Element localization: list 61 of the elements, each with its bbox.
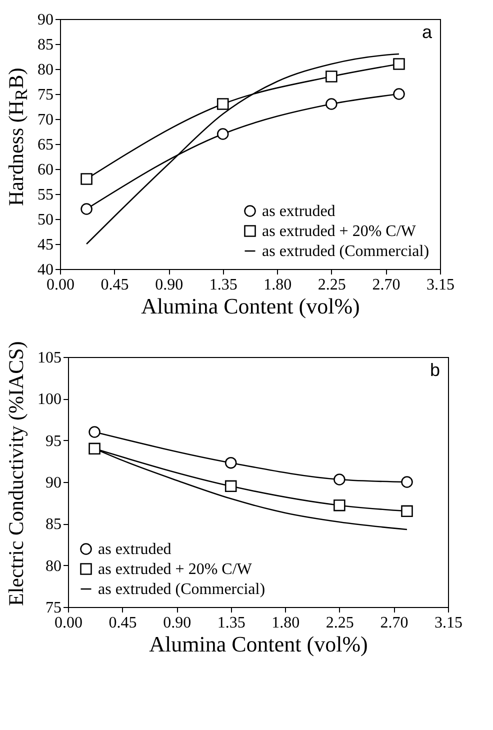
- y-tick-label: 80: [46, 558, 62, 575]
- point: [216, 128, 229, 140]
- y-tick-label: 60: [38, 162, 54, 178]
- y-tick-label: 50: [38, 212, 54, 228]
- y-tick-label: 75: [38, 86, 54, 104]
- point: [334, 499, 346, 512]
- x-tick-label: 2.25: [326, 614, 354, 632]
- x-axis-title: Alumina Content (vol%): [149, 632, 368, 656]
- y-axis-title: Electric Conductivity (%IACS): [4, 341, 29, 606]
- x-tick-label: 0.45: [100, 276, 129, 294]
- y-tick-label: 45: [38, 236, 54, 254]
- x-tick-label: 1.35: [217, 614, 246, 632]
- y-tick-label: 95: [46, 432, 62, 450]
- x-tick-label: 2.25: [318, 276, 346, 294]
- x-tick-label: 1.80: [264, 276, 292, 294]
- point: [80, 203, 92, 215]
- y-tick-label: 85: [38, 36, 54, 54]
- point: [224, 480, 237, 492]
- point: [326, 98, 338, 110]
- y-tick-label: 90: [38, 12, 54, 28]
- y-tick-label: 40: [38, 262, 54, 278]
- y-tick-label: 100: [38, 391, 62, 408]
- legend-label: as extruded: [262, 203, 336, 220]
- x-tick-label: 0.00: [46, 276, 74, 294]
- annotation: b: [430, 360, 440, 380]
- point: [401, 476, 413, 488]
- x-tick-label: 0.90: [155, 276, 184, 294]
- point: [224, 456, 237, 469]
- y-tick-label: 75: [46, 600, 62, 616]
- y-tick-label: 65: [38, 136, 54, 154]
- point: [80, 173, 92, 185]
- x-tick-label: 1.35: [209, 276, 238, 294]
- y-tick-label: 55: [38, 186, 54, 204]
- legend-label: as extruded (Commercial): [98, 581, 266, 598]
- x-tick-label: 0.00: [54, 614, 82, 632]
- y-tick-label: 80: [38, 62, 54, 78]
- x-tick-label: 1.80: [272, 614, 300, 632]
- legend-label: as extruded (Commercial): [262, 243, 430, 260]
- point: [326, 70, 338, 82]
- x-axis-title: Alumina Content (vol%): [141, 294, 360, 318]
- x-tick-label: 0.90: [163, 614, 192, 632]
- y-tick-label: 90: [46, 474, 62, 492]
- x-tick-label: 0.45: [108, 614, 137, 632]
- y-tick-label: 85: [46, 516, 62, 534]
- point: [393, 88, 405, 100]
- y-tick-label: 70: [38, 112, 54, 128]
- x-tick-label: 3.15: [434, 614, 462, 632]
- legend-label: as extruded + 20% C/W: [98, 561, 253, 578]
- point: [216, 98, 229, 110]
- point: [401, 505, 413, 518]
- x-tick-label: 2.70: [372, 276, 400, 294]
- annotation: a: [422, 22, 433, 42]
- y-tick-label: 105: [38, 350, 62, 366]
- point: [393, 58, 405, 70]
- legend-label: as extruded + 20% C/W: [262, 223, 417, 240]
- x-tick-label: 2.70: [380, 614, 408, 632]
- point: [88, 426, 100, 438]
- legend-label: as extruded: [98, 541, 172, 558]
- point: [88, 442, 100, 455]
- x-tick-label: 3.15: [426, 276, 454, 294]
- point: [334, 474, 346, 486]
